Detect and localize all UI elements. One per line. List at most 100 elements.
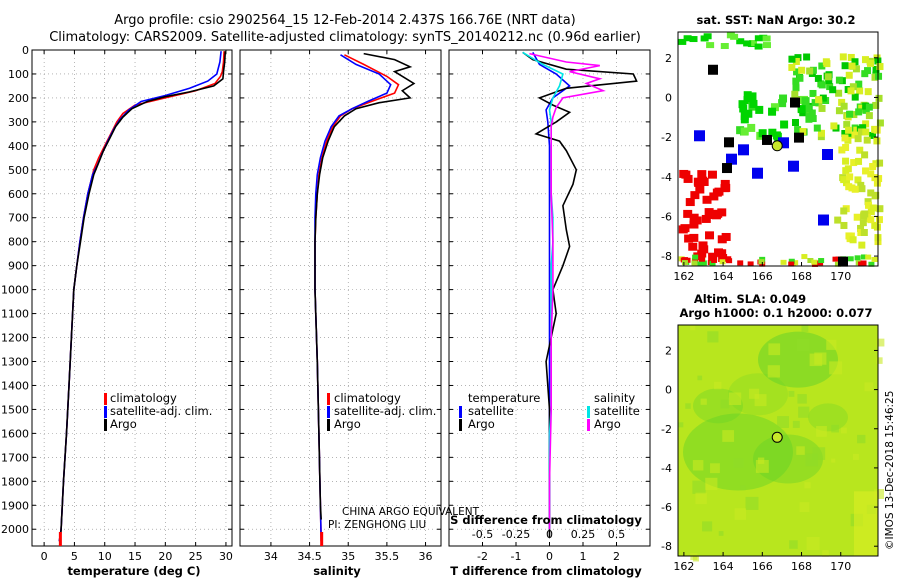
- ytick-label: 100: [8, 68, 29, 81]
- ytick-label: 1900: [1, 499, 29, 512]
- sla-cell: [798, 406, 810, 418]
- map-xtick-label: 166: [752, 270, 773, 283]
- x2tick-label: -0.25: [502, 528, 530, 541]
- sst-cell: [849, 236, 857, 244]
- sla-cell: [734, 508, 747, 520]
- map-ytick-label: 2: [665, 52, 672, 65]
- map-ytick-label: -8: [661, 250, 672, 263]
- sst-cell: [708, 252, 718, 261]
- sst-cell: [857, 128, 865, 136]
- map-ytick-label: -6: [661, 501, 672, 514]
- sst-cell: [819, 94, 827, 102]
- sst-cell: [856, 87, 864, 95]
- sst-cell: [864, 198, 872, 206]
- ytick-label: 1000: [1, 284, 29, 297]
- sst-cell: [869, 131, 877, 139]
- sst-cell: [768, 128, 777, 137]
- sst-cell: [743, 96, 752, 105]
- sst-cell: [717, 235, 727, 244]
- watermark-line1: CHINA ARGO EQUIVALENT: [342, 506, 480, 518]
- sst-cell: [688, 242, 698, 251]
- series-line-temperature-satellite: [532, 52, 571, 530]
- sst-cell: [754, 35, 763, 42]
- map-ytick-label: 0: [665, 384, 672, 397]
- xtick-label: 34.5: [297, 550, 322, 563]
- legend-swatch-climatology: [327, 393, 330, 405]
- sla-cell: [718, 531, 724, 536]
- sla-cell: [841, 427, 847, 434]
- sst-cell: [849, 83, 857, 91]
- sla-cell: [695, 492, 707, 505]
- map-xtick-label: 162: [673, 560, 694, 573]
- ytick-label: 1500: [1, 403, 29, 416]
- sst-cell: [815, 96, 823, 104]
- sst-cell: [740, 127, 749, 136]
- sst-cell: [825, 77, 833, 85]
- sst-cell: [770, 103, 779, 112]
- ytick-label: 1600: [1, 427, 29, 440]
- sst-cell: [840, 207, 848, 215]
- xtick-label: 2: [613, 550, 620, 563]
- sla-cell: [710, 463, 720, 474]
- ytick-label: 1200: [1, 332, 29, 345]
- sst-cell: [865, 201, 873, 209]
- sst-cell: [852, 65, 860, 73]
- sst-cell: [853, 213, 861, 221]
- sst-cell: [867, 208, 875, 216]
- plot-frame: [239, 49, 442, 547]
- sla-cell: [733, 458, 744, 468]
- sla-cell: [685, 403, 691, 409]
- sst-cell: [736, 38, 745, 45]
- sst-cell: [865, 254, 872, 260]
- sst-cell: [803, 104, 812, 113]
- legend-t-satellite: satellite: [468, 404, 514, 418]
- sst-cell: [791, 119, 799, 127]
- legend-swatch-climatology: [104, 393, 107, 405]
- legend-satellite: satellite-adj. clim.: [110, 404, 212, 418]
- map-frame: [677, 31, 879, 267]
- sst-cell: [855, 80, 863, 88]
- sst-cell: [683, 174, 693, 183]
- ytick-label: 1300: [1, 355, 29, 368]
- sst-cell: [718, 253, 728, 262]
- sst-cell: [709, 260, 716, 266]
- xtick-label: 36: [419, 550, 433, 563]
- legend-argo: Argo: [334, 417, 361, 431]
- sst-cell: [809, 66, 817, 74]
- ytick-label: 2000: [1, 523, 29, 536]
- sla-cell: [700, 398, 707, 405]
- temperature-xlabel: temperature (deg C): [67, 564, 200, 578]
- sla-cell: [754, 394, 767, 407]
- ytick-label: 600: [8, 188, 29, 201]
- sst-cell: [796, 74, 804, 82]
- sst-cell: [858, 241, 866, 249]
- sst-cell: [862, 102, 870, 110]
- sla-cell: [826, 339, 837, 350]
- xtick-label: 35.5: [375, 550, 400, 563]
- sst-cell: [845, 232, 853, 240]
- sst-cell: [680, 224, 690, 233]
- sst-cell: [857, 224, 865, 232]
- sst-cell: [749, 40, 758, 47]
- ytick-label: 1100: [1, 308, 29, 321]
- legend-climatology: climatology: [334, 391, 401, 405]
- sla-cell: [857, 434, 866, 444]
- series-line-climatology: [58, 51, 225, 542]
- x2tick-label: 0.5: [608, 528, 626, 541]
- sla-cell: [876, 357, 883, 364]
- sst-cell: [681, 260, 688, 266]
- xtick-label: 1: [580, 550, 587, 563]
- salinity-legend: climatology satellite-adj. clim. Argo: [327, 391, 436, 431]
- sst-cell: [683, 209, 693, 218]
- sst-cell: [717, 249, 727, 258]
- difference-xlabel: T difference from climatology: [450, 564, 642, 578]
- sla-cell: [799, 502, 810, 512]
- sst-cell: [838, 256, 848, 267]
- sla-cell: [816, 426, 827, 437]
- sst-cell: [692, 216, 702, 225]
- sst-cell: [822, 149, 833, 160]
- sla-cell: [822, 550, 829, 557]
- sst-cell: [749, 99, 758, 108]
- series-line-satellite-adj.-clim.: [58, 51, 222, 542]
- sla-anomaly-blob: [753, 434, 823, 484]
